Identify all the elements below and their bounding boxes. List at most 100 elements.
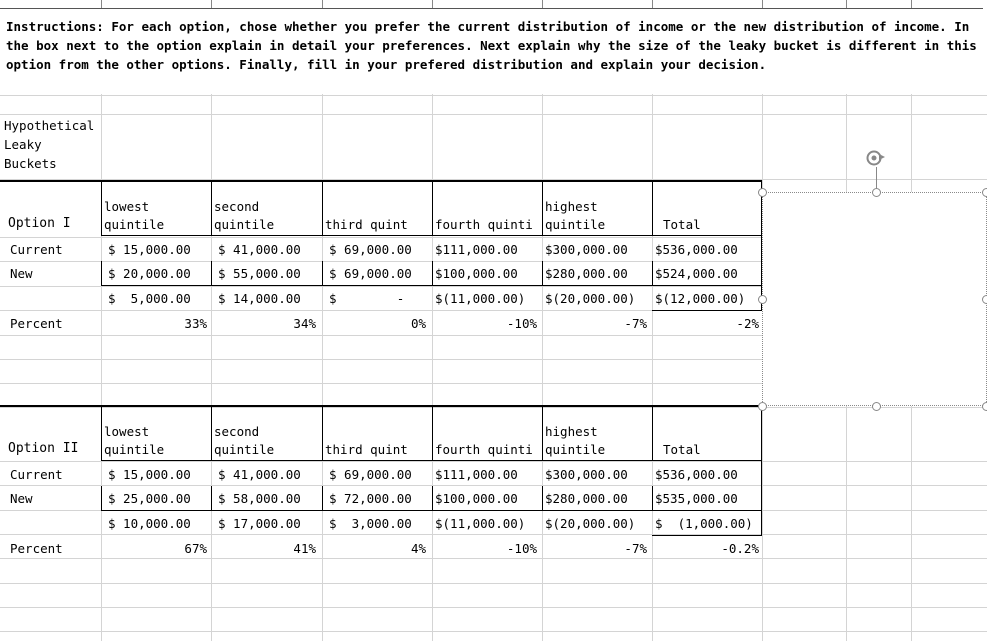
- table-border: [101, 405, 102, 461]
- column-header[interactable]: fourth quinti: [435, 217, 533, 232]
- resize-handle-right[interactable]: [982, 295, 987, 304]
- currency-cell[interactable]: $(20,000.00): [545, 291, 636, 306]
- column-header[interactable]: second quintile: [214, 424, 275, 457]
- currency-cell[interactable]: $524,000.00: [655, 266, 738, 281]
- currency-cell[interactable]: $ 55,000.00: [218, 266, 301, 281]
- column-header[interactable]: third quint: [325, 442, 408, 457]
- currency-cell[interactable]: $(11,000.00): [435, 516, 526, 531]
- percent-cell[interactable]: 33%: [184, 316, 207, 331]
- section-title[interactable]: Hypothetical Leaky Buckets: [4, 118, 95, 171]
- currency-cell[interactable]: $ -: [329, 291, 405, 306]
- table-border: [432, 486, 433, 510]
- currency-cell[interactable]: $ 15,000.00: [108, 242, 191, 257]
- column-header[interactable]: second quintile: [214, 199, 275, 232]
- column-header[interactable]: lowest quintile: [104, 199, 165, 232]
- column-header[interactable]: Total: [663, 442, 701, 457]
- table-border: [542, 486, 543, 510]
- row-label[interactable]: Current: [10, 467, 63, 482]
- resize-handle-top-left[interactable]: [758, 188, 767, 197]
- table-border: [652, 535, 762, 536]
- table-border: [652, 486, 653, 510]
- table-border: [0, 180, 762, 182]
- currency-cell[interactable]: $ 41,000.00: [218, 467, 301, 482]
- currency-cell[interactable]: $ 14,000.00: [218, 291, 301, 306]
- column-header[interactable]: highest quintile: [545, 424, 606, 457]
- currency-cell[interactable]: $111,000.00: [435, 467, 518, 482]
- currency-cell[interactable]: $ 3,000.00: [329, 516, 412, 531]
- table-border: [211, 180, 212, 236]
- table-border: [761, 180, 762, 310]
- percent-cell[interactable]: 67%: [184, 541, 207, 556]
- currency-cell[interactable]: $ (1,000.00): [655, 516, 753, 531]
- resize-handle-top[interactable]: [872, 188, 881, 197]
- currency-cell[interactable]: $ 17,000.00: [218, 516, 301, 531]
- column-header[interactable]: highest quintile: [545, 199, 606, 232]
- percent-cell[interactable]: -10%: [506, 541, 537, 556]
- table-border: [432, 261, 433, 285]
- currency-cell[interactable]: $(12,000.00): [655, 291, 746, 306]
- currency-cell[interactable]: $535,000.00: [655, 491, 738, 506]
- table-border: [101, 460, 762, 461]
- currency-cell[interactable]: $ 15,000.00: [108, 467, 191, 482]
- row-label[interactable]: Percent: [10, 541, 63, 556]
- currency-cell[interactable]: $ 58,000.00: [218, 491, 301, 506]
- currency-cell[interactable]: $536,000.00: [655, 242, 738, 257]
- resize-handle-bottom-left[interactable]: [758, 402, 767, 411]
- table-border: [101, 486, 102, 510]
- resize-handle-bottom-right[interactable]: [982, 402, 987, 411]
- currency-cell[interactable]: $280,000.00: [545, 491, 628, 506]
- currency-cell[interactable]: $ 69,000.00: [329, 266, 412, 281]
- row-label[interactable]: New: [10, 266, 33, 281]
- row-label[interactable]: New: [10, 491, 33, 506]
- currency-cell[interactable]: $ 10,000.00: [108, 516, 191, 531]
- currency-cell[interactable]: $(20,000.00): [545, 516, 636, 531]
- percent-cell[interactable]: 4%: [410, 541, 426, 556]
- table-border: [211, 261, 212, 285]
- currency-cell[interactable]: $ 69,000.00: [329, 467, 412, 482]
- table-border: [322, 180, 323, 236]
- currency-cell[interactable]: $100,000.00: [435, 266, 518, 281]
- table-border: [652, 310, 762, 311]
- percent-cell[interactable]: -7%: [624, 541, 647, 556]
- resize-handle-bottom[interactable]: [872, 402, 881, 411]
- currency-cell[interactable]: $ 72,000.00: [329, 491, 412, 506]
- currency-cell[interactable]: $(11,000.00): [435, 291, 526, 306]
- percent-cell[interactable]: 41%: [293, 541, 316, 556]
- currency-cell[interactable]: $ 20,000.00: [108, 266, 191, 281]
- currency-cell[interactable]: $300,000.00: [545, 242, 628, 257]
- option-label[interactable]: Option II: [8, 441, 79, 456]
- resize-handle-left[interactable]: [758, 295, 767, 304]
- currency-cell[interactable]: $ 69,000.00: [329, 242, 412, 257]
- instructions-text[interactable]: Instructions: For each option, chose whe…: [0, 8, 983, 94]
- table-border: [322, 486, 323, 510]
- table-border: [652, 405, 653, 461]
- column-header[interactable]: fourth quinti: [435, 442, 533, 457]
- percent-cell[interactable]: 0%: [410, 316, 426, 331]
- currency-cell[interactable]: $100,000.00: [435, 491, 518, 506]
- currency-cell[interactable]: $536,000.00: [655, 467, 738, 482]
- currency-cell[interactable]: $280,000.00: [545, 266, 628, 281]
- percent-cell[interactable]: -7%: [624, 316, 647, 331]
- option-label[interactable]: Option I: [8, 216, 71, 231]
- rotate-icon[interactable]: [865, 148, 887, 168]
- currency-cell[interactable]: $ 5,000.00: [108, 291, 191, 306]
- column-header[interactable]: lowest quintile: [104, 424, 165, 457]
- table-border: [322, 261, 323, 285]
- column-header[interactable]: Total: [663, 217, 701, 232]
- column-header[interactable]: third quint: [325, 217, 408, 232]
- table-border: [101, 180, 102, 236]
- percent-cell[interactable]: -2%: [736, 316, 759, 331]
- explanation-text-box[interactable]: [762, 192, 987, 406]
- resize-handle-top-right[interactable]: [982, 188, 987, 197]
- table-border: [211, 405, 212, 461]
- row-label[interactable]: Current: [10, 242, 63, 257]
- currency-cell[interactable]: $300,000.00: [545, 467, 628, 482]
- table-border: [0, 405, 762, 407]
- currency-cell[interactable]: $ 25,000.00: [108, 491, 191, 506]
- percent-cell[interactable]: -10%: [506, 316, 537, 331]
- row-label[interactable]: Percent: [10, 316, 63, 331]
- percent-cell[interactable]: 34%: [293, 316, 316, 331]
- percent-cell[interactable]: -0.2%: [721, 541, 759, 556]
- currency-cell[interactable]: $111,000.00: [435, 242, 518, 257]
- currency-cell[interactable]: $ 41,000.00: [218, 242, 301, 257]
